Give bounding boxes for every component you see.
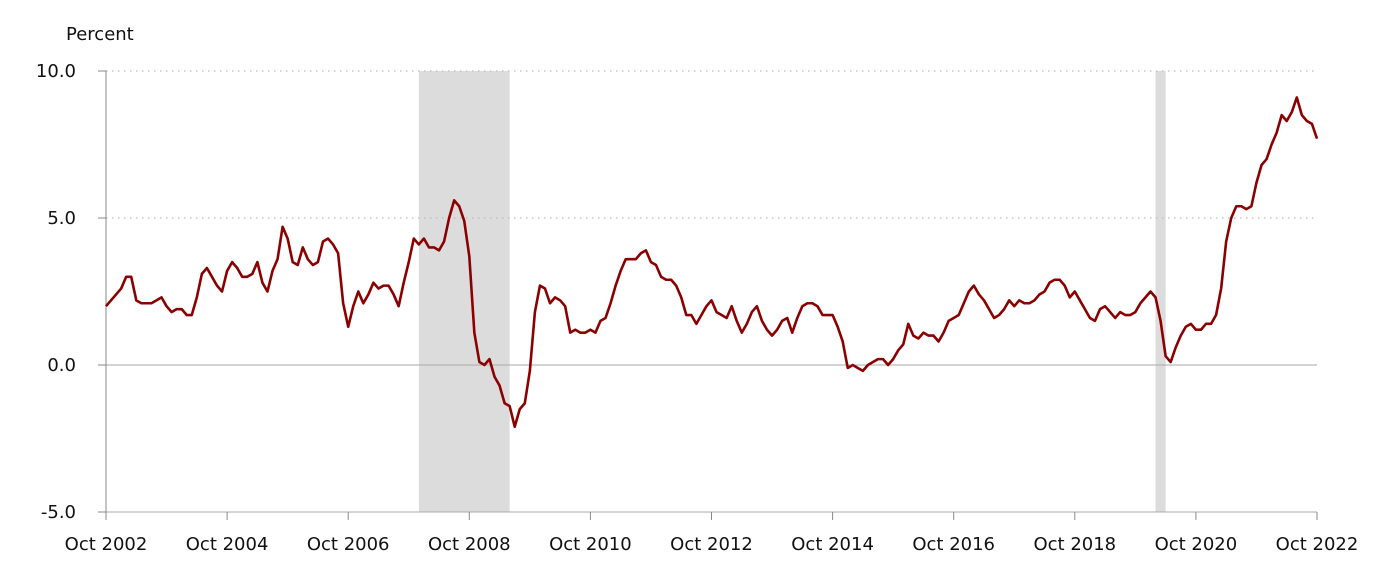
recession-band-1 [418,71,510,512]
x-tick-label: Oct 2006 [307,534,390,555]
x-tick-label: Oct 2020 [1155,534,1238,555]
x-tick-label: Oct 2016 [912,534,995,555]
x-tick-label: Oct 2008 [428,534,511,555]
x-tick-label: Oct 2010 [549,534,632,555]
recession-shading-layer [418,71,1166,512]
tick-labels-layer: -5.0 0.0 5.0 10.0 Oct 2002 Oct 2004 Oct 2006 Oc… [36,61,1358,555]
series-line [105,96,1319,429]
x-tick-label: Oct 2022 [1276,534,1359,555]
y-tick-label: 0.0 [47,355,76,376]
y-tick-label: 10.0 [36,61,76,82]
y-axis-title: Percent [66,24,134,45]
x-tick-label: Oct 2002 [65,534,148,555]
gridlines-layer [98,70,1318,520]
x-tick-label: Oct 2012 [670,534,753,555]
x-tick-label: Oct 2018 [1033,534,1116,555]
recession-band-2 [1155,71,1166,512]
y-tick-label: 5.0 [47,208,76,229]
y-tick-label: -5.0 [41,502,76,523]
x-tick-label: Oct 2014 [791,534,874,555]
x-tick-label: Oct 2004 [186,534,269,555]
series-layer [105,96,1319,429]
